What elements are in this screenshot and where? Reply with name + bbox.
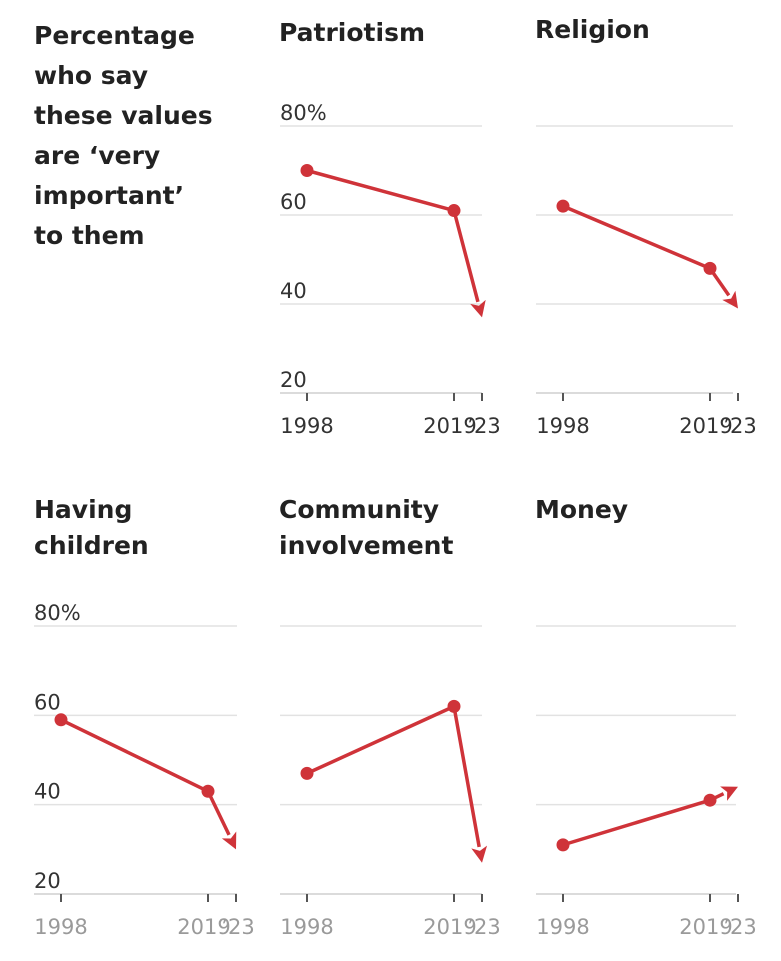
x-tick-label: 1998 bbox=[536, 915, 589, 939]
y-tick-label: 80% bbox=[280, 101, 327, 125]
data-point-1998 bbox=[556, 199, 570, 213]
panel-title-patriotism: Patriotism bbox=[279, 18, 425, 47]
intro-line: are ‘very bbox=[34, 141, 161, 170]
y-tick-label: 40 bbox=[280, 279, 307, 303]
data-point-2019 bbox=[703, 261, 717, 275]
x-tick-label: 1998 bbox=[536, 414, 589, 438]
data-point-2019 bbox=[703, 793, 717, 807]
intro-line: these values bbox=[34, 101, 213, 130]
y-tick-label: 40 bbox=[34, 780, 61, 804]
x-tick-label: 2019 bbox=[177, 915, 230, 939]
x-tick-label: 1998 bbox=[280, 414, 333, 438]
trend-arrowhead bbox=[221, 831, 237, 850]
x-tick-label: 1998 bbox=[280, 915, 333, 939]
panel-title-money: Money bbox=[535, 495, 629, 524]
trend-arrowhead bbox=[470, 299, 486, 318]
chart-intro-text: Percentage who say these values are ‘ver… bbox=[34, 16, 234, 256]
data-point-1998 bbox=[556, 838, 570, 852]
series-line bbox=[562, 792, 725, 847]
panel-title-having-children: Having children bbox=[34, 495, 149, 560]
y-tick-label: 20 bbox=[280, 368, 307, 392]
trend-arrowhead bbox=[722, 290, 738, 309]
x-tick-label: ’23 bbox=[723, 414, 756, 438]
data-point-2019 bbox=[447, 204, 461, 218]
x-tick-label: ’23 bbox=[221, 915, 254, 939]
trend-arrowhead bbox=[471, 845, 488, 863]
intro-line: to them bbox=[34, 221, 145, 250]
panel-title-community-involvement: Community involvement bbox=[279, 495, 454, 560]
data-point-1998 bbox=[300, 766, 314, 780]
x-tick-label: ’23 bbox=[467, 414, 500, 438]
x-tick-label: 2019 bbox=[679, 414, 732, 438]
x-tick-label: 2019 bbox=[679, 915, 732, 939]
y-tick-label: 20 bbox=[34, 869, 61, 893]
y-tick-label: 80% bbox=[34, 601, 81, 625]
x-tick-label: 2019 bbox=[423, 915, 476, 939]
data-point-1998 bbox=[300, 164, 314, 177]
intro-line: important’ bbox=[34, 181, 185, 210]
data-point-1998 bbox=[54, 713, 68, 727]
x-tick-label: 2019 bbox=[423, 414, 476, 438]
intro-line: Percentage bbox=[34, 21, 195, 50]
data-point-2019 bbox=[447, 699, 461, 713]
data-point-2019 bbox=[201, 784, 215, 798]
x-tick-label: 1998 bbox=[34, 915, 87, 939]
y-tick-label: 60 bbox=[34, 690, 61, 714]
panel-title-religion: Religion bbox=[535, 15, 650, 44]
trend-arrowhead bbox=[720, 786, 738, 801]
x-tick-label: ’23 bbox=[723, 915, 756, 939]
intro-line: who say bbox=[34, 61, 149, 90]
y-tick-label: 60 bbox=[280, 190, 307, 214]
x-tick-label: ’23 bbox=[467, 915, 500, 939]
